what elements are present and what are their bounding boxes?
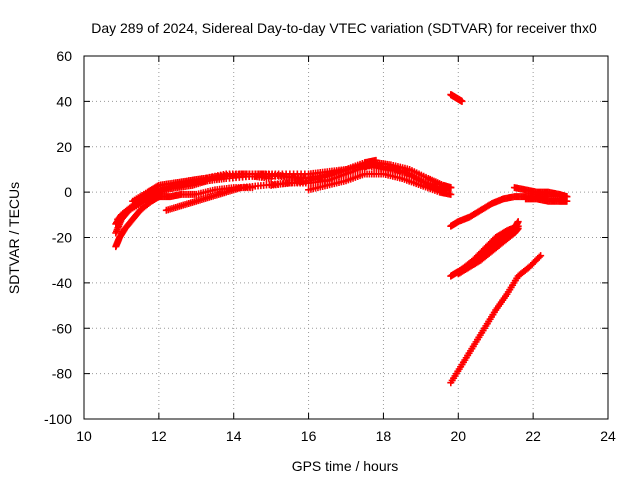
data-point — [458, 97, 466, 105]
y-tick-label: -100 — [44, 411, 72, 427]
data-point — [563, 197, 571, 205]
x-tick-label: 20 — [450, 428, 466, 444]
data-series — [305, 170, 455, 198]
data-series — [458, 222, 522, 273]
x-tick-label: 10 — [76, 428, 92, 444]
data-series — [267, 156, 380, 189]
y-tick-label: 20 — [56, 139, 72, 155]
data-point — [153, 182, 161, 190]
data-point — [535, 253, 543, 261]
y-tick-label: -60 — [52, 320, 72, 336]
data-series — [510, 184, 571, 201]
plot-frame — [83, 55, 609, 420]
x-tick-label: 18 — [376, 428, 392, 444]
y-tick-label: -40 — [52, 275, 72, 291]
data-series — [447, 252, 545, 387]
data-point — [372, 156, 380, 164]
data-points — [112, 91, 571, 387]
x-axis: 10 12 14 16 18 20 22 24 — [76, 56, 616, 444]
data-series — [447, 91, 466, 105]
data-point — [447, 184, 455, 192]
x-tick-label: 14 — [226, 428, 242, 444]
y-axis: -100 -80 -60 -40 -20 0 20 40 60 — [44, 48, 608, 427]
y-tick-label: 40 — [56, 93, 72, 109]
chart-title: Day 289 of 2024, Sidereal Day-to-day VTE… — [91, 20, 597, 36]
data-series — [112, 184, 256, 251]
data-point — [514, 222, 522, 230]
x-axis-label: GPS time / hours — [292, 458, 399, 474]
data-point — [447, 190, 455, 198]
data-point — [537, 252, 545, 260]
x-tick-label: 24 — [600, 428, 616, 444]
y-axis-label: SDTVAR / TECUs — [6, 182, 22, 294]
y-tick-label: 60 — [56, 48, 72, 64]
x-tick-label: 22 — [525, 428, 541, 444]
y-tick-label: -80 — [52, 366, 72, 382]
y-tick-label: -20 — [52, 230, 72, 246]
data-series — [522, 195, 571, 205]
x-tick-label: 12 — [151, 428, 167, 444]
y-tick-label: 0 — [64, 184, 72, 200]
x-tick-label: 16 — [301, 428, 317, 444]
grid-lines — [84, 56, 608, 419]
